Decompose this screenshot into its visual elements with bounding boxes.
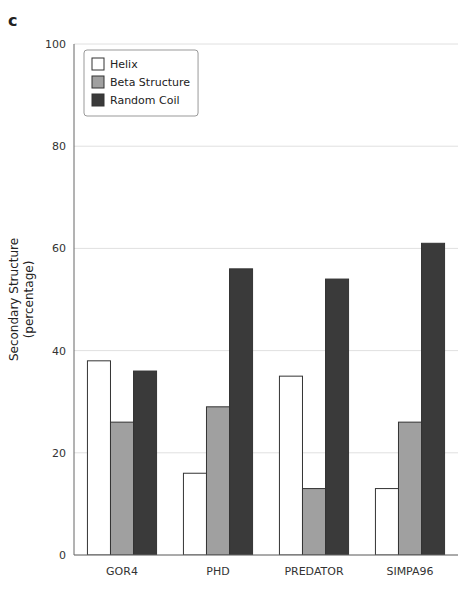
legend-label: Helix <box>110 58 138 71</box>
x-axis-line <box>74 555 458 556</box>
x-tick-label: GOR4 <box>106 565 138 578</box>
y-axis-line <box>74 44 75 555</box>
grid-line <box>74 44 458 45</box>
legend-swatch <box>92 76 104 88</box>
y-axis-label: Secondary Structure(percentage) <box>7 238 36 361</box>
legend-box <box>84 50 198 116</box>
legend-swatch <box>92 58 104 70</box>
x-tick-label: PREDATOR <box>284 565 344 578</box>
y-tick-label: 0 <box>59 549 66 562</box>
y-tick-label: 20 <box>52 447 66 460</box>
y-tick-label: 80 <box>52 140 66 153</box>
bar <box>279 376 302 555</box>
y-axis: 0 20 40 60 80 100 <box>45 38 458 562</box>
y-axis-label-line: (percentage) <box>22 261 36 339</box>
bars <box>87 243 444 555</box>
y-tick-label: 100 <box>45 38 66 51</box>
bar <box>422 243 445 555</box>
chart: c 0 20 40 60 80 100 Secondary Structure(percent… <box>0 0 474 595</box>
legend-label: Beta Structure <box>110 76 190 89</box>
bar <box>326 279 349 555</box>
bar <box>183 473 206 555</box>
legend: Helix Beta Structure Random Coil <box>84 50 198 116</box>
bar <box>230 269 253 555</box>
legend-label: Random Coil <box>110 94 180 107</box>
bar <box>134 371 157 555</box>
bar <box>398 422 421 555</box>
bar <box>375 489 398 555</box>
grid-line <box>74 146 458 147</box>
y-tick-label: 40 <box>52 345 66 358</box>
y-tick-label: 60 <box>52 242 66 255</box>
y-axis-label-line: Secondary Structure <box>7 238 21 361</box>
grid-line <box>74 248 458 249</box>
x-tick-label: PHD <box>206 565 229 578</box>
grid-line <box>74 350 458 351</box>
bar <box>87 361 110 555</box>
title: c <box>8 11 17 30</box>
x-tick-label: SIMPA96 <box>386 565 433 578</box>
bar <box>110 422 133 555</box>
legend-swatch <box>92 94 104 106</box>
bar <box>206 407 229 555</box>
bar <box>302 489 325 555</box>
grid-line <box>74 555 458 556</box>
